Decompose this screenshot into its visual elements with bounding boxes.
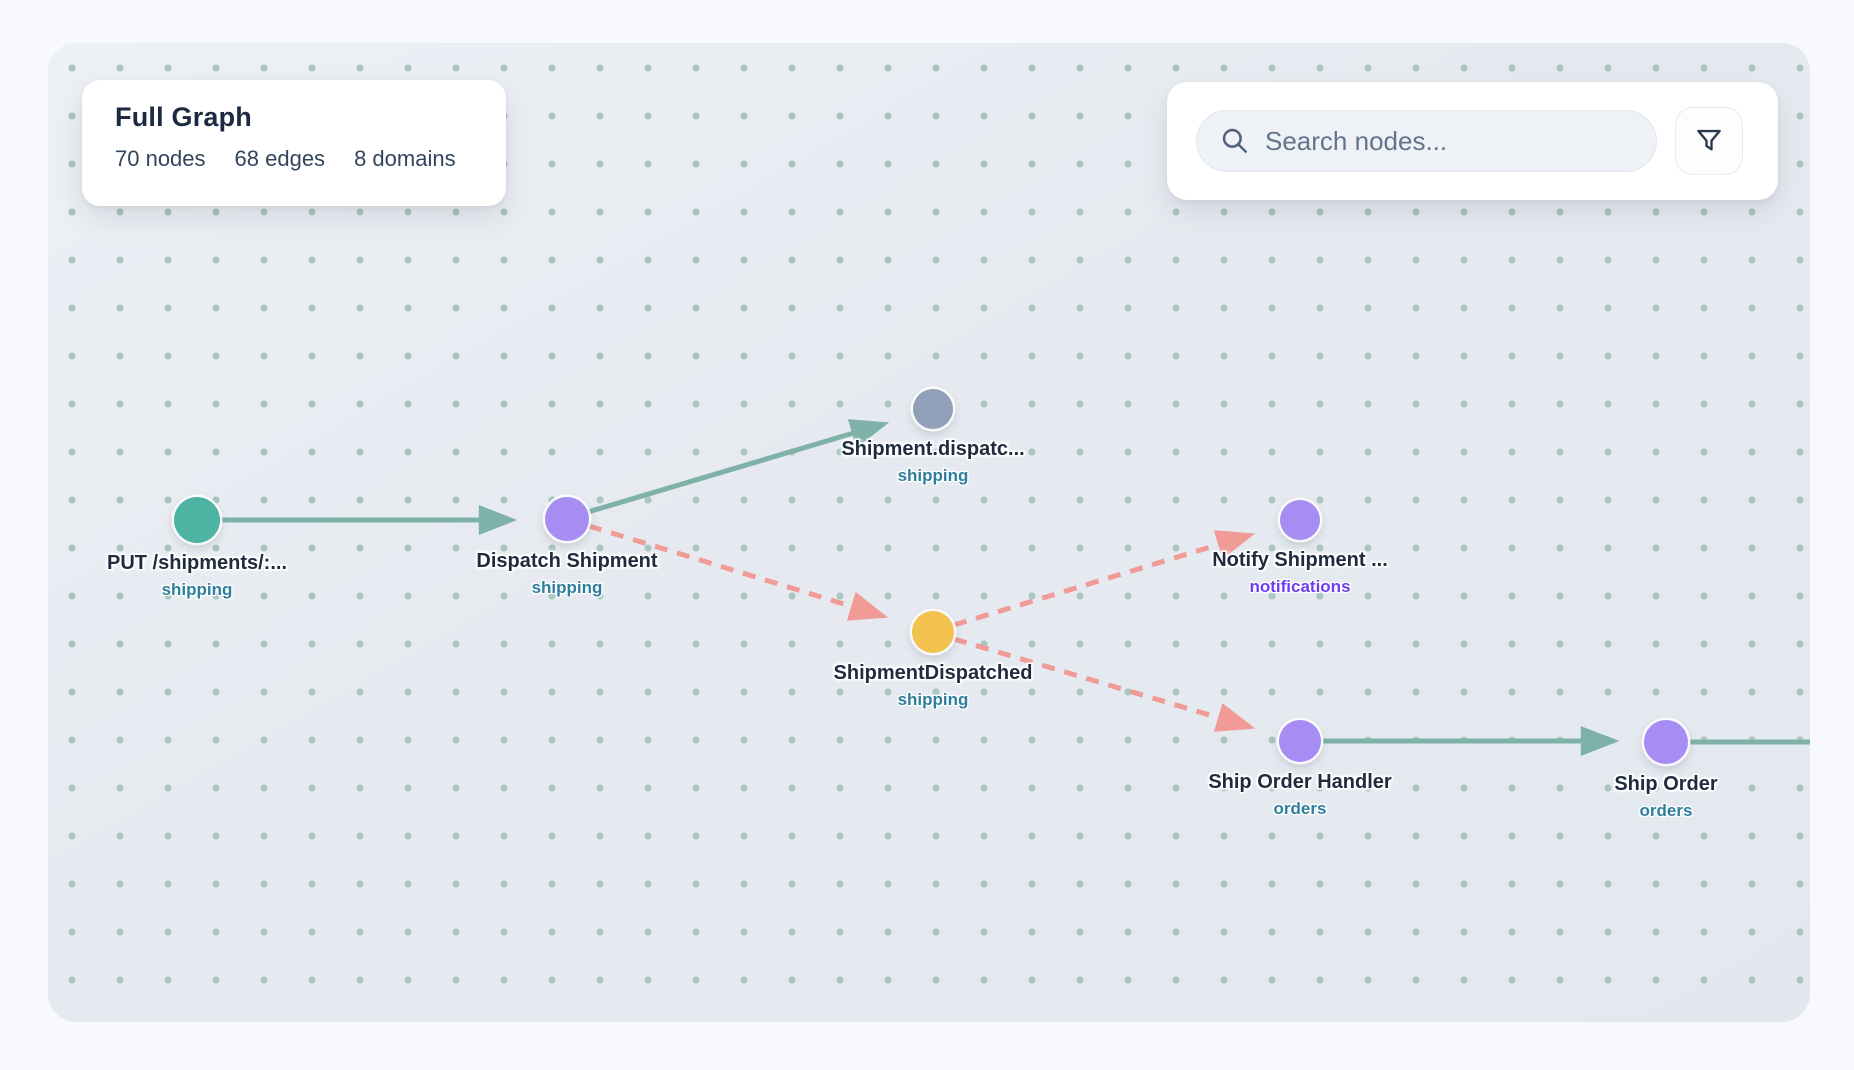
node-circle[interactable]	[913, 389, 953, 429]
search-card	[1167, 82, 1778, 200]
node-label: Ship Order Handler	[1208, 771, 1392, 793]
node-circle[interactable]	[174, 497, 220, 543]
node-circle[interactable]	[1280, 500, 1320, 540]
node-domain-label: shipping	[897, 466, 969, 485]
node-label: ShipmentDispatched	[833, 662, 1033, 684]
node-domain-label: shipping	[161, 580, 233, 599]
node-domain-label: shipping	[531, 578, 603, 597]
graph-edge-shipment-dispatched-to-ship-order-handler	[953, 636, 1256, 732]
node-circle[interactable]	[1644, 720, 1688, 764]
node-label: Shipment.dispatc...	[841, 438, 1025, 460]
panel-title: Full Graph	[115, 102, 252, 132]
node-label: Dispatch Shipment	[476, 550, 658, 572]
graph-info-panel: Full Graph 70 nodes 68 edges 8 domains	[82, 80, 506, 206]
stat-edges: 68 edges	[234, 146, 326, 171]
stat-domains: 8 domains	[354, 146, 456, 171]
graph-edge-shipment-dispatched-to-notify-shipment	[953, 530, 1256, 628]
node-label: PUT /shipments/:...	[106, 552, 288, 574]
node-label: Ship Order	[1614, 773, 1718, 795]
graph-edge-dispatch-shipment-to-shipment-dispatched-topic	[587, 419, 890, 515]
node-domain-label: notifications	[1249, 577, 1351, 596]
search-icon	[1222, 128, 1247, 153]
edge-layer	[221, 419, 1810, 756]
node-label: Notify Shipment ...	[1212, 549, 1388, 571]
search-field[interactable]	[1196, 110, 1657, 172]
stat-nodes: 70 nodes	[115, 146, 206, 171]
filter-button[interactable]	[1675, 107, 1743, 175]
graph-edge-dispatch-shipment-to-shipment-dispatched	[588, 523, 889, 621]
search-input[interactable]	[1265, 125, 1605, 157]
panel-stats: 70 nodes 68 edges 8 domains	[115, 146, 473, 172]
node-circle[interactable]	[912, 611, 954, 653]
node-domain-label: orders	[1639, 801, 1693, 820]
graph-canvas[interactable]: PUT /shipments/:... shipping Dispatch Ship…	[48, 43, 1810, 1022]
node-circle[interactable]	[545, 497, 589, 541]
node-domain-label: orders	[1273, 799, 1327, 818]
node-domain-label: shipping	[897, 690, 969, 709]
node-circle[interactable]	[1279, 720, 1321, 762]
funnel-icon	[1697, 129, 1721, 151]
